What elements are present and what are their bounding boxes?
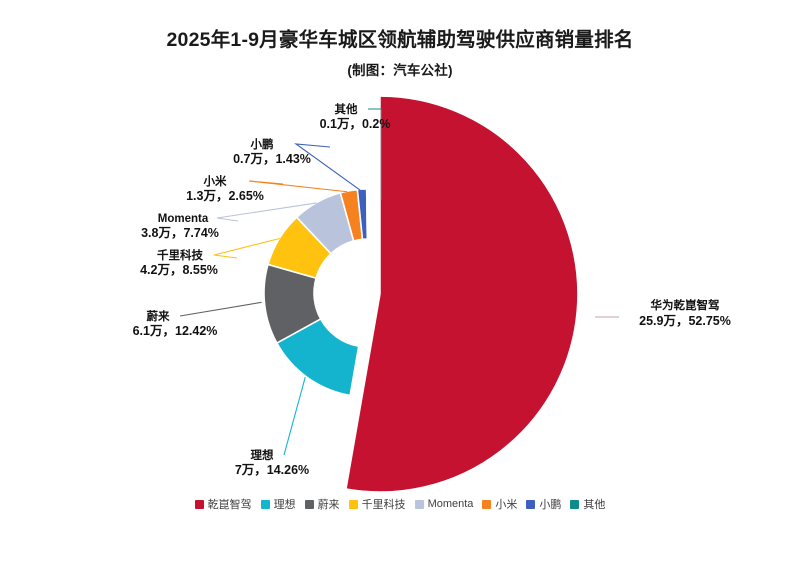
legend-item-label: 蔚来 <box>317 499 340 511</box>
legend-swatch-icon <box>260 499 270 509</box>
legend-item-label: 其他 <box>583 499 606 511</box>
slice-label-value: 0.1万，0.2% <box>320 117 391 131</box>
chart-subtitle: (制图：汽车公社) <box>347 63 453 79</box>
leader-line <box>248 180 348 193</box>
legend-item-label: 乾崑智驾 <box>207 499 252 511</box>
legend-swatch-icon <box>194 499 204 509</box>
slice-label-value: 1.3万，2.65% <box>186 189 264 203</box>
pie-slices-group <box>263 95 579 493</box>
slice-label-value: 7万，14.26% <box>235 463 309 477</box>
legend-item-label: 小鹏 <box>539 499 562 511</box>
slice-label-value: 3.8万，7.74% <box>141 226 219 240</box>
legend-swatch-icon <box>526 499 536 509</box>
legend-swatch-icon <box>348 499 358 509</box>
legend-item[interactable]: 千里科技 <box>348 496 406 512</box>
legend-item[interactable]: 小米 <box>482 496 517 512</box>
legend-swatch-icon <box>482 499 492 509</box>
title-block: 2025年1-9月豪华车城区领航辅助驾驶供应商销量排名 (制图：汽车公社) <box>0 28 800 79</box>
slice-label-name: 理想 <box>251 448 274 462</box>
slice-labels-group: 其他0.1万，0.2% 小鹏0.7万，1.43% 小米1.3万，2.65% Momen… <box>133 102 731 477</box>
page-title: 2025年1-9月豪华车城区领航辅助驾驶供应商销量排名 <box>166 29 634 51</box>
legend-swatch-icon <box>570 499 580 509</box>
leader-line <box>216 202 317 222</box>
legend-item[interactable]: 其他 <box>570 496 605 512</box>
slice-label-name: 其他 <box>335 102 358 116</box>
slice-label-value: 25.9万，52.75% <box>639 314 731 328</box>
slice-label-name: 蔚来 <box>147 309 170 323</box>
legend-item[interactable]: 小鹏 <box>526 496 561 512</box>
legend-item[interactable]: 理想 <box>260 496 296 512</box>
pie-slice[interactable] <box>365 188 369 240</box>
slice-label-name: 千里科技 <box>157 248 203 262</box>
legend-item-label: 千里科技 <box>361 499 406 511</box>
legend-item[interactable]: Momenta <box>414 498 474 510</box>
leader-lines-group <box>179 108 619 456</box>
legend-swatch-icon <box>304 499 314 509</box>
chart-legend: 乾崑智驾 理想 蔚来 千里科技 Momenta 小米 小鹏 其他 <box>0 496 800 512</box>
leader-line <box>179 301 262 317</box>
leader-line <box>213 237 280 259</box>
pie-slice[interactable] <box>344 95 579 493</box>
leader-line <box>283 377 306 456</box>
legend-item-label: Momenta <box>427 498 474 510</box>
legend-item-label: 小米 <box>495 499 518 511</box>
leader-line <box>368 108 382 201</box>
slice-label-value: 6.1万，12.42% <box>133 324 218 338</box>
legend-item-label: 理想 <box>273 499 296 511</box>
legend-swatch-icon <box>414 499 424 509</box>
slice-label-value: 0.7万，1.43% <box>233 152 311 166</box>
slice-label-name: 小米 <box>203 174 227 188</box>
legend-item[interactable]: 蔚来 <box>304 496 340 512</box>
legend-item[interactable]: 乾崑智驾 <box>194 496 252 512</box>
slice-label-name: 小鹏 <box>250 137 274 151</box>
slice-label-value: 4.2万，8.55% <box>140 263 218 277</box>
slice-label-name: Momenta <box>158 213 209 225</box>
leader-line <box>294 143 361 191</box>
slice-label-name: 华为乾崑智驾 <box>651 298 720 312</box>
